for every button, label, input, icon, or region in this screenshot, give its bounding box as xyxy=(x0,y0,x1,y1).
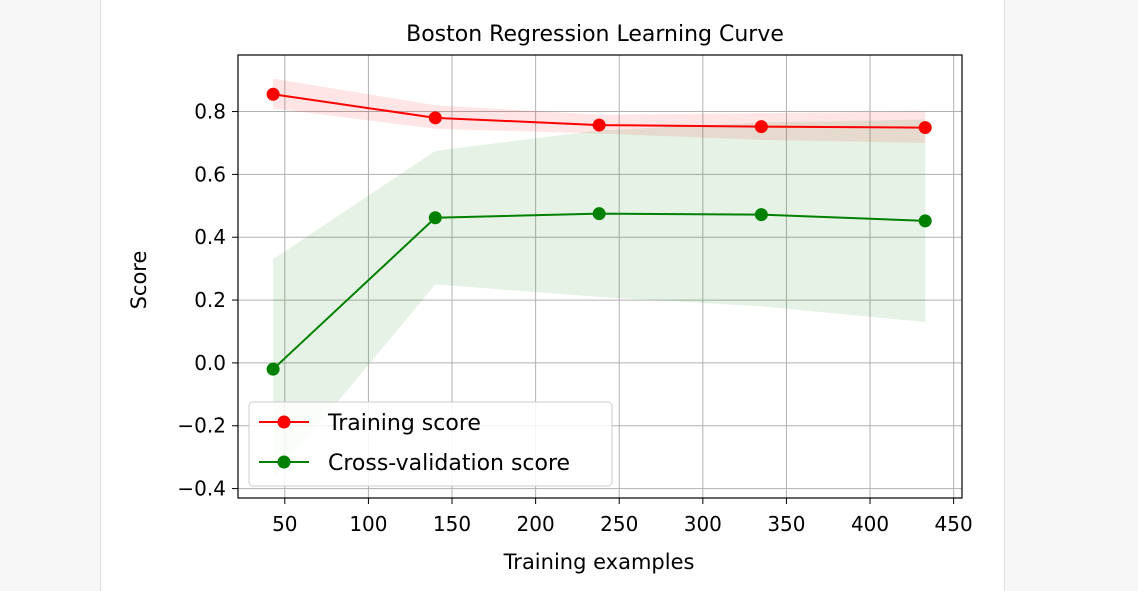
y-tick-label: 0.4 xyxy=(194,225,226,249)
legend: Training score Cross-validation score xyxy=(248,401,613,487)
training-score-point xyxy=(592,118,606,132)
x-tick-label: 350 xyxy=(767,512,805,536)
x-tick-label: 450 xyxy=(935,512,973,536)
x-tick-label: 200 xyxy=(517,512,555,536)
cv-score-point xyxy=(428,211,442,225)
x-tick-label: 150 xyxy=(433,512,471,536)
x-tick-label: 50 xyxy=(272,512,297,536)
chart-title: Boston Regression Learning Curve xyxy=(406,22,784,47)
x-tick-label: 400 xyxy=(851,512,889,536)
y-axis-label: Score xyxy=(127,251,151,310)
learning-curve-chart: Boston Regression Learning Curve 50 100 15… xyxy=(127,22,973,574)
cv-score-point xyxy=(918,214,932,228)
x-axis-label: Training examples xyxy=(503,550,695,574)
y-tick-label: −0.2 xyxy=(177,414,226,438)
y-tick-label: 0.6 xyxy=(194,162,226,186)
x-tick-label: 300 xyxy=(684,512,722,536)
training-score-point xyxy=(266,87,280,101)
figure-page: Boston Regression Learning Curve 50 100 15… xyxy=(100,0,1005,591)
legend-cv-marker xyxy=(277,455,291,469)
y-tick-label: 0.2 xyxy=(194,288,226,312)
cv-score-point xyxy=(754,208,768,222)
x-tick-label: 250 xyxy=(600,512,638,536)
cv-score-point xyxy=(592,207,606,221)
legend-cv-label: Cross-validation score xyxy=(328,451,570,476)
legend-training-label: Training score xyxy=(327,411,481,436)
training-score-point xyxy=(428,111,442,125)
y-tick-label: 0.8 xyxy=(194,100,226,124)
legend-box xyxy=(248,401,613,487)
legend-training-marker xyxy=(277,415,291,429)
x-tick-label: 100 xyxy=(349,512,387,536)
training-score-point xyxy=(754,120,768,134)
y-tick-label: 0.0 xyxy=(194,351,226,375)
cv-score-point xyxy=(266,362,280,376)
plot-frame xyxy=(237,54,963,499)
y-tick-label: −0.4 xyxy=(177,477,226,501)
training-score-point xyxy=(918,121,932,135)
